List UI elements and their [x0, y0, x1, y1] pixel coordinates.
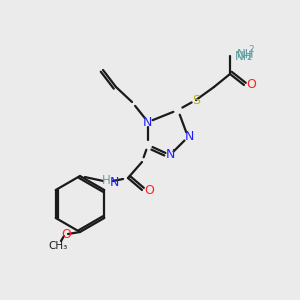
Text: CH₃: CH₃ [48, 241, 68, 251]
Text: 2: 2 [247, 53, 252, 62]
Text: N: N [142, 116, 152, 128]
Text: O: O [144, 184, 154, 196]
Text: N: N [184, 130, 194, 143]
Text: 2: 2 [248, 45, 254, 54]
Text: NH: NH [235, 50, 253, 62]
Text: S: S [192, 94, 200, 106]
Text: O: O [61, 227, 71, 241]
Text: H: H [102, 175, 110, 188]
Text: O: O [246, 79, 256, 92]
Text: N: N [165, 148, 175, 161]
Text: NH: NH [237, 47, 254, 61]
Text: N: N [109, 176, 119, 188]
